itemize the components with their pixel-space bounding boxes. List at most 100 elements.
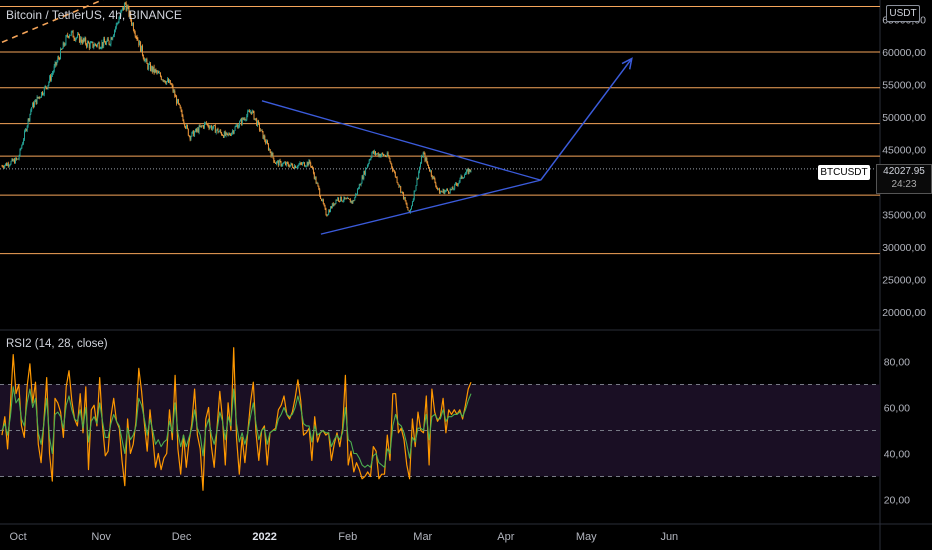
candle-body: [403, 197, 405, 199]
candle-body: [303, 162, 304, 164]
candle-body: [231, 130, 233, 133]
candle-body: [105, 42, 106, 45]
rsi-y-tick-label: 20,00: [884, 495, 910, 507]
y-tick-label: 50000,00: [882, 112, 926, 124]
candle-body: [15, 158, 17, 160]
candle-body: [236, 125, 238, 127]
candle-body: [369, 159, 371, 161]
candle-body: [382, 153, 384, 155]
candle-body: [124, 3, 126, 5]
currency-badge[interactable]: USDT: [886, 5, 920, 22]
candle-body: [232, 130, 234, 134]
candle-body: [176, 96, 178, 104]
candle-body: [351, 200, 353, 203]
candle-body: [15, 158, 16, 164]
candle-body: [381, 153, 383, 156]
candle-body: [46, 87, 48, 89]
candle-body: [268, 149, 270, 151]
candle-body: [119, 16, 121, 19]
symbol-price-badge: BTCUSDT: [818, 165, 870, 180]
candle-body: [440, 191, 442, 193]
candle-body: [27, 118, 29, 126]
candle-body: [262, 131, 264, 139]
candle-body: [208, 126, 210, 129]
candle-body: [12, 158, 14, 162]
candle-body: [122, 7, 124, 10]
candle-body: [389, 158, 391, 162]
candle-body: [193, 130, 195, 137]
candle-body: [252, 110, 254, 112]
candle-body: [127, 6, 129, 8]
candle-body: [420, 163, 421, 168]
candle-body: [41, 92, 43, 98]
candle-body: [167, 79, 169, 82]
candle-body: [80, 37, 82, 42]
candle-body: [367, 163, 369, 166]
candle-body: [342, 200, 344, 202]
candle-body: [310, 162, 312, 167]
candle-body: [86, 44, 88, 47]
candle-body: [254, 118, 256, 120]
candle-body: [343, 197, 345, 201]
candle-body: [142, 54, 144, 59]
candle-body: [118, 18, 120, 23]
candle-body: [247, 111, 249, 116]
candle-body: [202, 125, 204, 127]
candle-body: [233, 130, 235, 134]
candle-body: [106, 38, 108, 42]
candle-body: [401, 191, 403, 193]
candle-body: [371, 152, 373, 158]
candle-body: [151, 66, 153, 72]
candle-body: [225, 132, 227, 136]
candle-body: [316, 183, 318, 184]
candle-body: [288, 165, 290, 168]
candle-body: [393, 171, 395, 172]
rsi-y-tick-label: 40,00: [884, 449, 910, 461]
candle-body: [308, 160, 310, 166]
candle-body: [282, 163, 284, 166]
candle-body: [98, 42, 100, 49]
candle-body: [11, 158, 13, 162]
candle-body: [132, 23, 134, 31]
candle-body: [114, 30, 115, 36]
candle-body: [2, 165, 4, 168]
rsi-title: RSI2 (14, 28, close): [6, 338, 108, 350]
candle-body: [50, 76, 52, 81]
candle-body: [128, 6, 130, 17]
candle-body: [307, 162, 309, 166]
candle-body: [16, 158, 18, 160]
candle-body: [45, 86, 47, 88]
candle-body: [405, 201, 407, 204]
candle-body: [121, 9, 123, 12]
candle-body: [123, 7, 124, 10]
candle-body: [206, 123, 208, 125]
candle-body: [450, 189, 452, 190]
candle-body: [78, 34, 79, 36]
candle-body: [296, 167, 298, 168]
triangle-upper-line: [261, 100, 541, 181]
candle-body: [421, 156, 423, 158]
candle-body: [286, 162, 288, 164]
candle-body: [13, 159, 15, 162]
candle-body: [420, 156, 422, 164]
candle-body: [21, 145, 23, 149]
candle-body: [201, 125, 203, 127]
candle-body: [78, 34, 80, 43]
candle-body: [58, 57, 60, 59]
candle-body: [392, 167, 394, 171]
candle-body: [449, 189, 451, 193]
candle-body: [466, 169, 468, 171]
candle-body: [160, 76, 162, 80]
candle-body: [285, 162, 286, 166]
candle-body: [455, 183, 457, 185]
candle-body: [353, 200, 355, 202]
candle-body: [346, 198, 348, 200]
chart-title: Bitcoin / TetherUS, 4h, BINANCE: [6, 8, 182, 22]
candle-body: [40, 97, 42, 98]
candle-body: [383, 154, 385, 156]
candle-body: [438, 188, 439, 190]
candle-body: [166, 81, 168, 84]
x-tick-label: 2022: [252, 531, 276, 543]
candle-body: [271, 152, 273, 157]
